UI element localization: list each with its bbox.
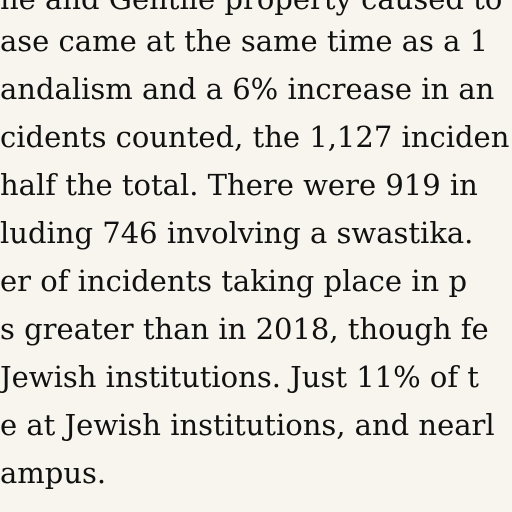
text-line: ase came at the same time as a 1: [0, 24, 489, 58]
text-line: luding 746 involving a swastika.: [0, 216, 474, 250]
text-line: s greater than in 2018, though fe: [0, 312, 489, 346]
text-line: andalism and a 6% increase in an: [0, 72, 495, 106]
text-line: half the total. There were 919 in: [0, 168, 478, 202]
text-line-partial-top: he and Gentile property caused to: [0, 0, 502, 18]
text-line: cidents counted, the 1,127 inciden: [0, 120, 510, 154]
text-line: Jewish institutions. Just 11% of t: [0, 360, 479, 394]
text-line: er of incidents taking place in p: [0, 264, 468, 298]
text-line: e at Jewish institutions, and nearl: [0, 408, 495, 442]
text-line: ampus.: [0, 456, 107, 490]
